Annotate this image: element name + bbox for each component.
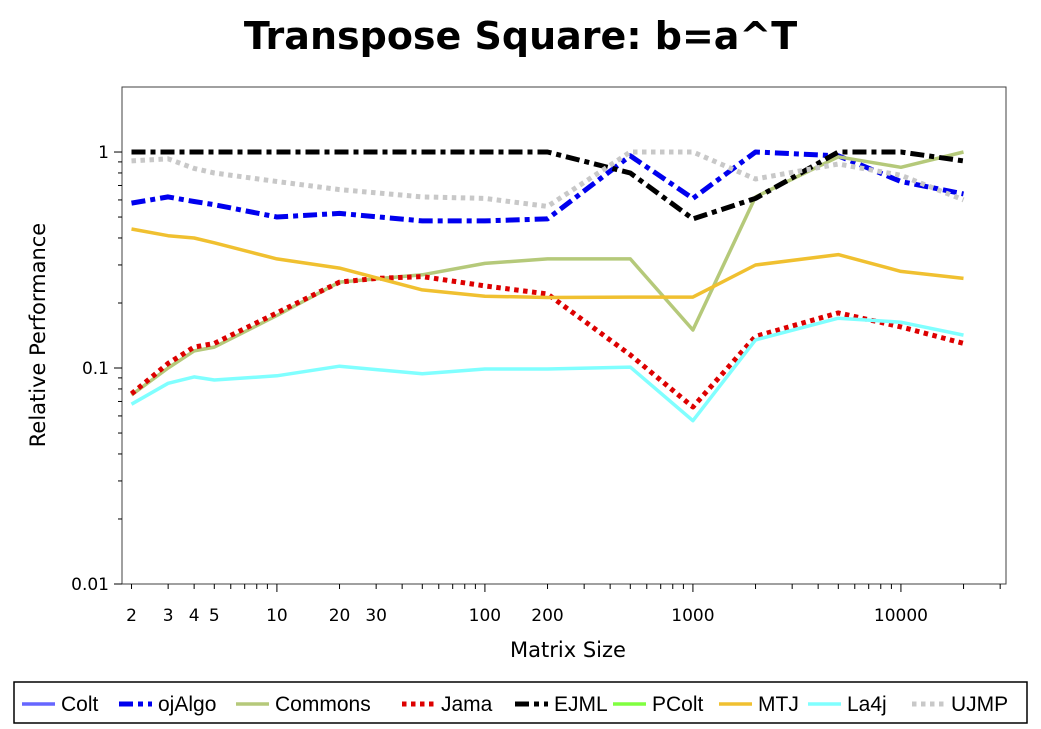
series-line-ujmp (131, 149, 965, 209)
x-tick-label: 20 (329, 606, 351, 626)
y-tick-label: 0.01 (71, 575, 109, 595)
legend: Colt ojAlgo Commons Jama EJML PColt MTJ La4j UJM… (22, 693, 1008, 716)
series-line-jama (129, 274, 965, 410)
legend-label-pcolt: PColt (652, 693, 704, 716)
y-axis: 0.01 0.1 1 (71, 143, 122, 595)
series-line-ojalgo (131, 149, 964, 224)
plot-frame (121, 86, 1007, 585)
x-tick-label: 5 (209, 606, 220, 626)
x-tick-label: 3 (163, 606, 174, 626)
series-line-la4j (130, 316, 964, 423)
chart-title: Transpose Square: b=a^T (243, 14, 798, 58)
legend-label-ujmp: UJMP (951, 693, 1008, 716)
x-axis: 2 3 4 5 10 20 30 100 200 1000 10000 (126, 584, 1001, 626)
y-tick-label: 0.1 (82, 359, 109, 379)
x-tick-label: 1000 (671, 606, 714, 626)
y-tick-label: 1 (98, 143, 109, 163)
legend-label-mtj: MTJ (758, 693, 799, 716)
x-tick-label: 10 (266, 606, 288, 626)
legend-label-ojalgo: ojAlgo (158, 693, 216, 716)
x-tick-label: 200 (531, 606, 563, 626)
legend-label-ejml: EJML (554, 693, 608, 716)
legend-label-la4j: La4j (847, 693, 887, 716)
x-tick-label: 100 (469, 606, 501, 626)
legend-label-jama: Jama (441, 693, 493, 716)
x-tick-label: 30 (365, 606, 387, 626)
series-line-mtj (131, 227, 964, 300)
y-axis-title: Relative Performance (26, 223, 50, 447)
x-tick-label: 10000 (874, 606, 928, 626)
x-tick-label: 2 (126, 606, 137, 626)
x-axis-title: Matrix Size (510, 638, 626, 662)
legend-label-colt: Colt (61, 693, 99, 716)
series-layer (129, 149, 965, 423)
legend-label-commons: Commons (275, 693, 371, 716)
x-tick-label: 4 (189, 606, 200, 626)
